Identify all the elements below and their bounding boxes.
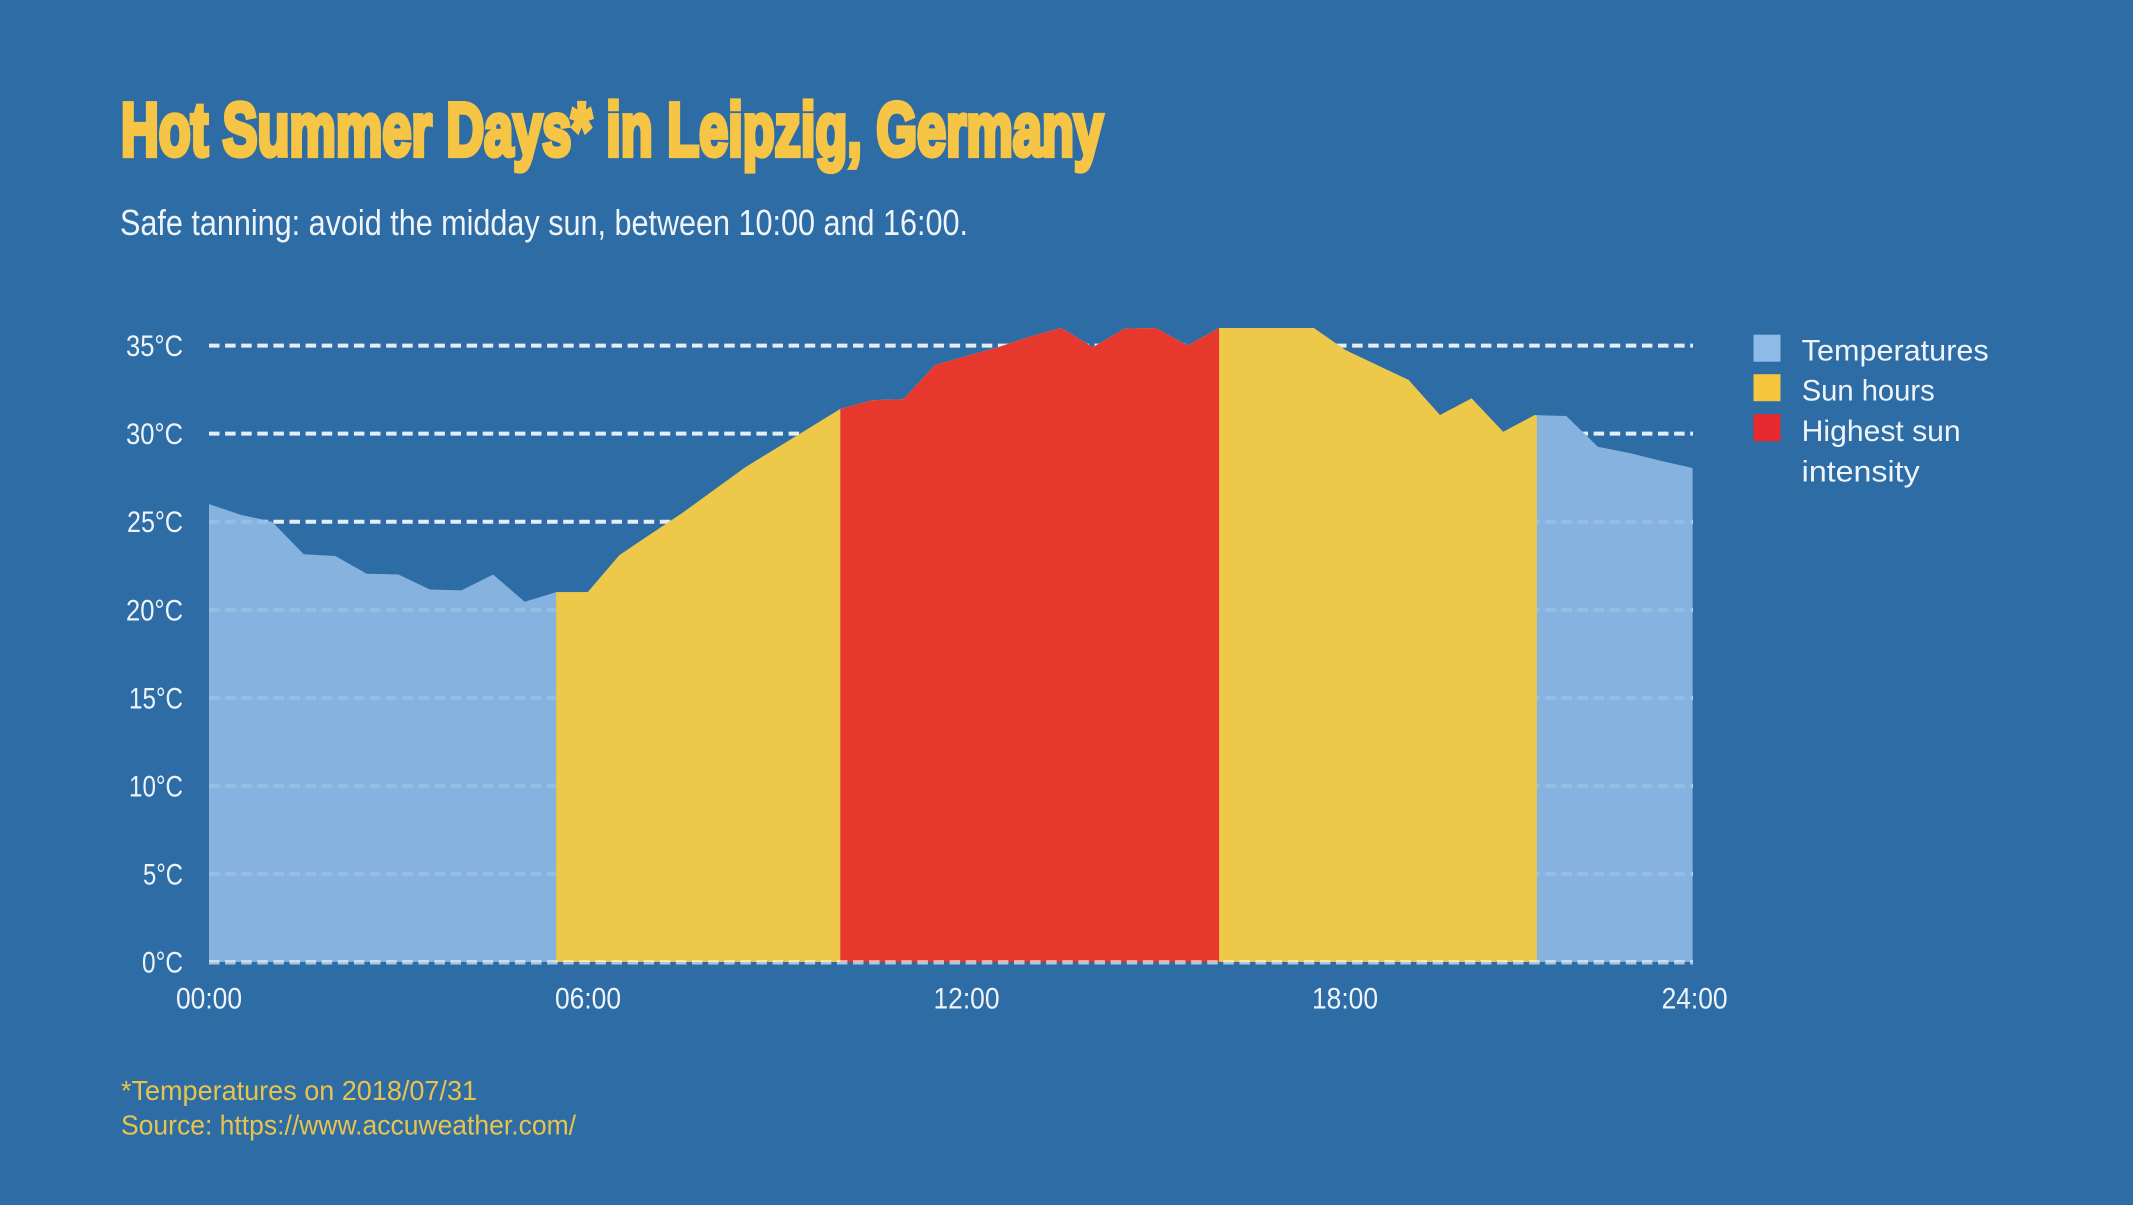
svg-text:15°C: 15°C <box>129 682 183 715</box>
svg-text:0°C: 0°C <box>142 947 183 980</box>
svg-text:06:00: 06:00 <box>555 983 621 1016</box>
svg-text:Highest sun: Highest sun <box>1802 415 1961 448</box>
svg-text:20°C: 20°C <box>126 594 183 627</box>
svg-text:Temperatures: Temperatures <box>1802 335 1989 368</box>
svg-text:Hot Summer Days* in Leipzig, G: Hot Summer Days* in Leipzig, Germany <box>121 88 1103 172</box>
svg-text:Safe tanning: avoid the midday: Safe tanning: avoid the midday sun, betw… <box>120 202 968 243</box>
svg-text:18:00: 18:00 <box>1312 983 1378 1016</box>
svg-text:25°C: 25°C <box>127 506 183 539</box>
svg-text:12:00: 12:00 <box>934 983 1000 1016</box>
svg-text:Source: https://www.accuweathe: Source: https://www.accuweather.com/ <box>121 1110 576 1141</box>
svg-text:30°C: 30°C <box>126 418 183 451</box>
svg-text:*Temperatures on 2018/07/31: *Temperatures on 2018/07/31 <box>121 1075 477 1106</box>
svg-text:24:00: 24:00 <box>1662 983 1728 1016</box>
svg-text:10°C: 10°C <box>129 770 183 803</box>
svg-text:00:00: 00:00 <box>176 983 242 1016</box>
svg-text:35°C: 35°C <box>126 330 183 363</box>
svg-text:5°C: 5°C <box>143 858 183 891</box>
svg-text:Sun hours: Sun hours <box>1802 375 1935 408</box>
svg-text:intensity: intensity <box>1802 455 1920 488</box>
